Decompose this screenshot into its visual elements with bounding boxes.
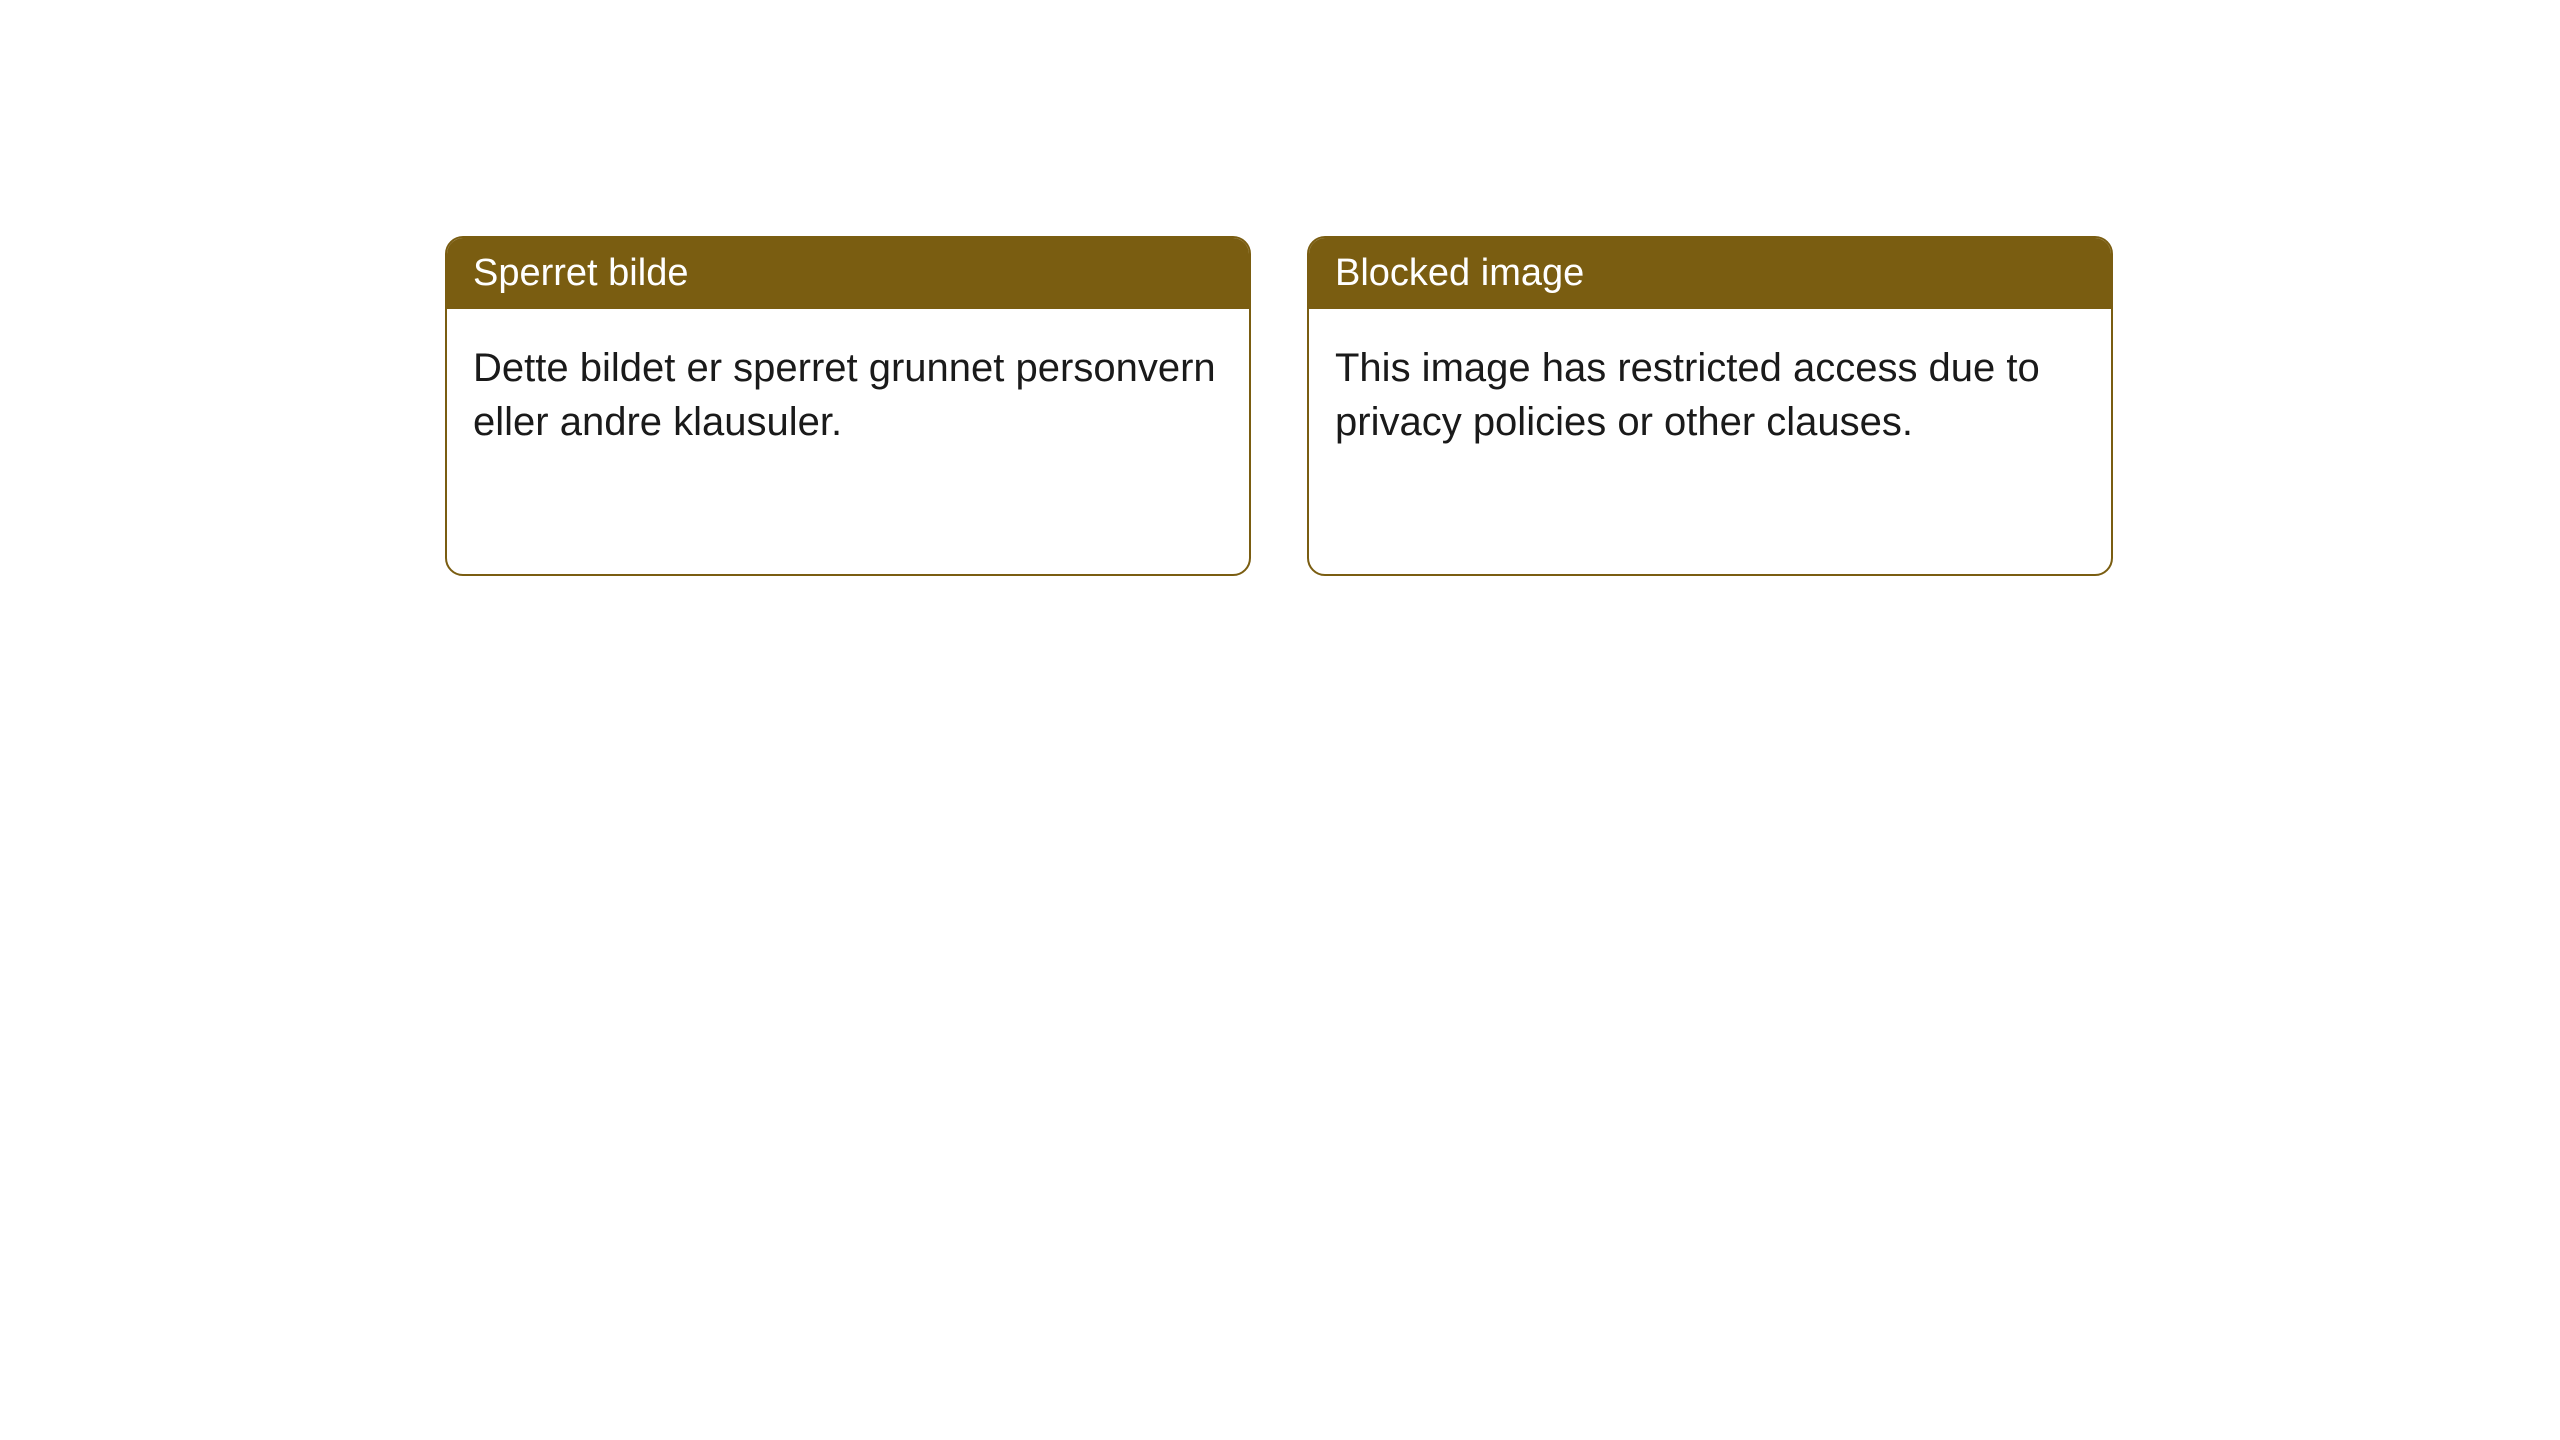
notice-card-norwegian: Sperret bilde Dette bildet er sperret gr… — [445, 236, 1251, 576]
notice-card-english: Blocked image This image has restricted … — [1307, 236, 2113, 576]
card-body-text: Dette bildet er sperret grunnet personve… — [473, 346, 1216, 444]
card-header: Sperret bilde — [447, 238, 1249, 309]
card-title: Sperret bilde — [473, 252, 688, 294]
card-body: Dette bildet er sperret grunnet personve… — [447, 309, 1249, 481]
notice-cards-container: Sperret bilde Dette bildet er sperret gr… — [445, 236, 2113, 576]
card-body-text: This image has restricted access due to … — [1335, 346, 2040, 444]
card-title: Blocked image — [1335, 252, 1584, 294]
card-header: Blocked image — [1309, 238, 2111, 309]
card-body: This image has restricted access due to … — [1309, 309, 2111, 481]
